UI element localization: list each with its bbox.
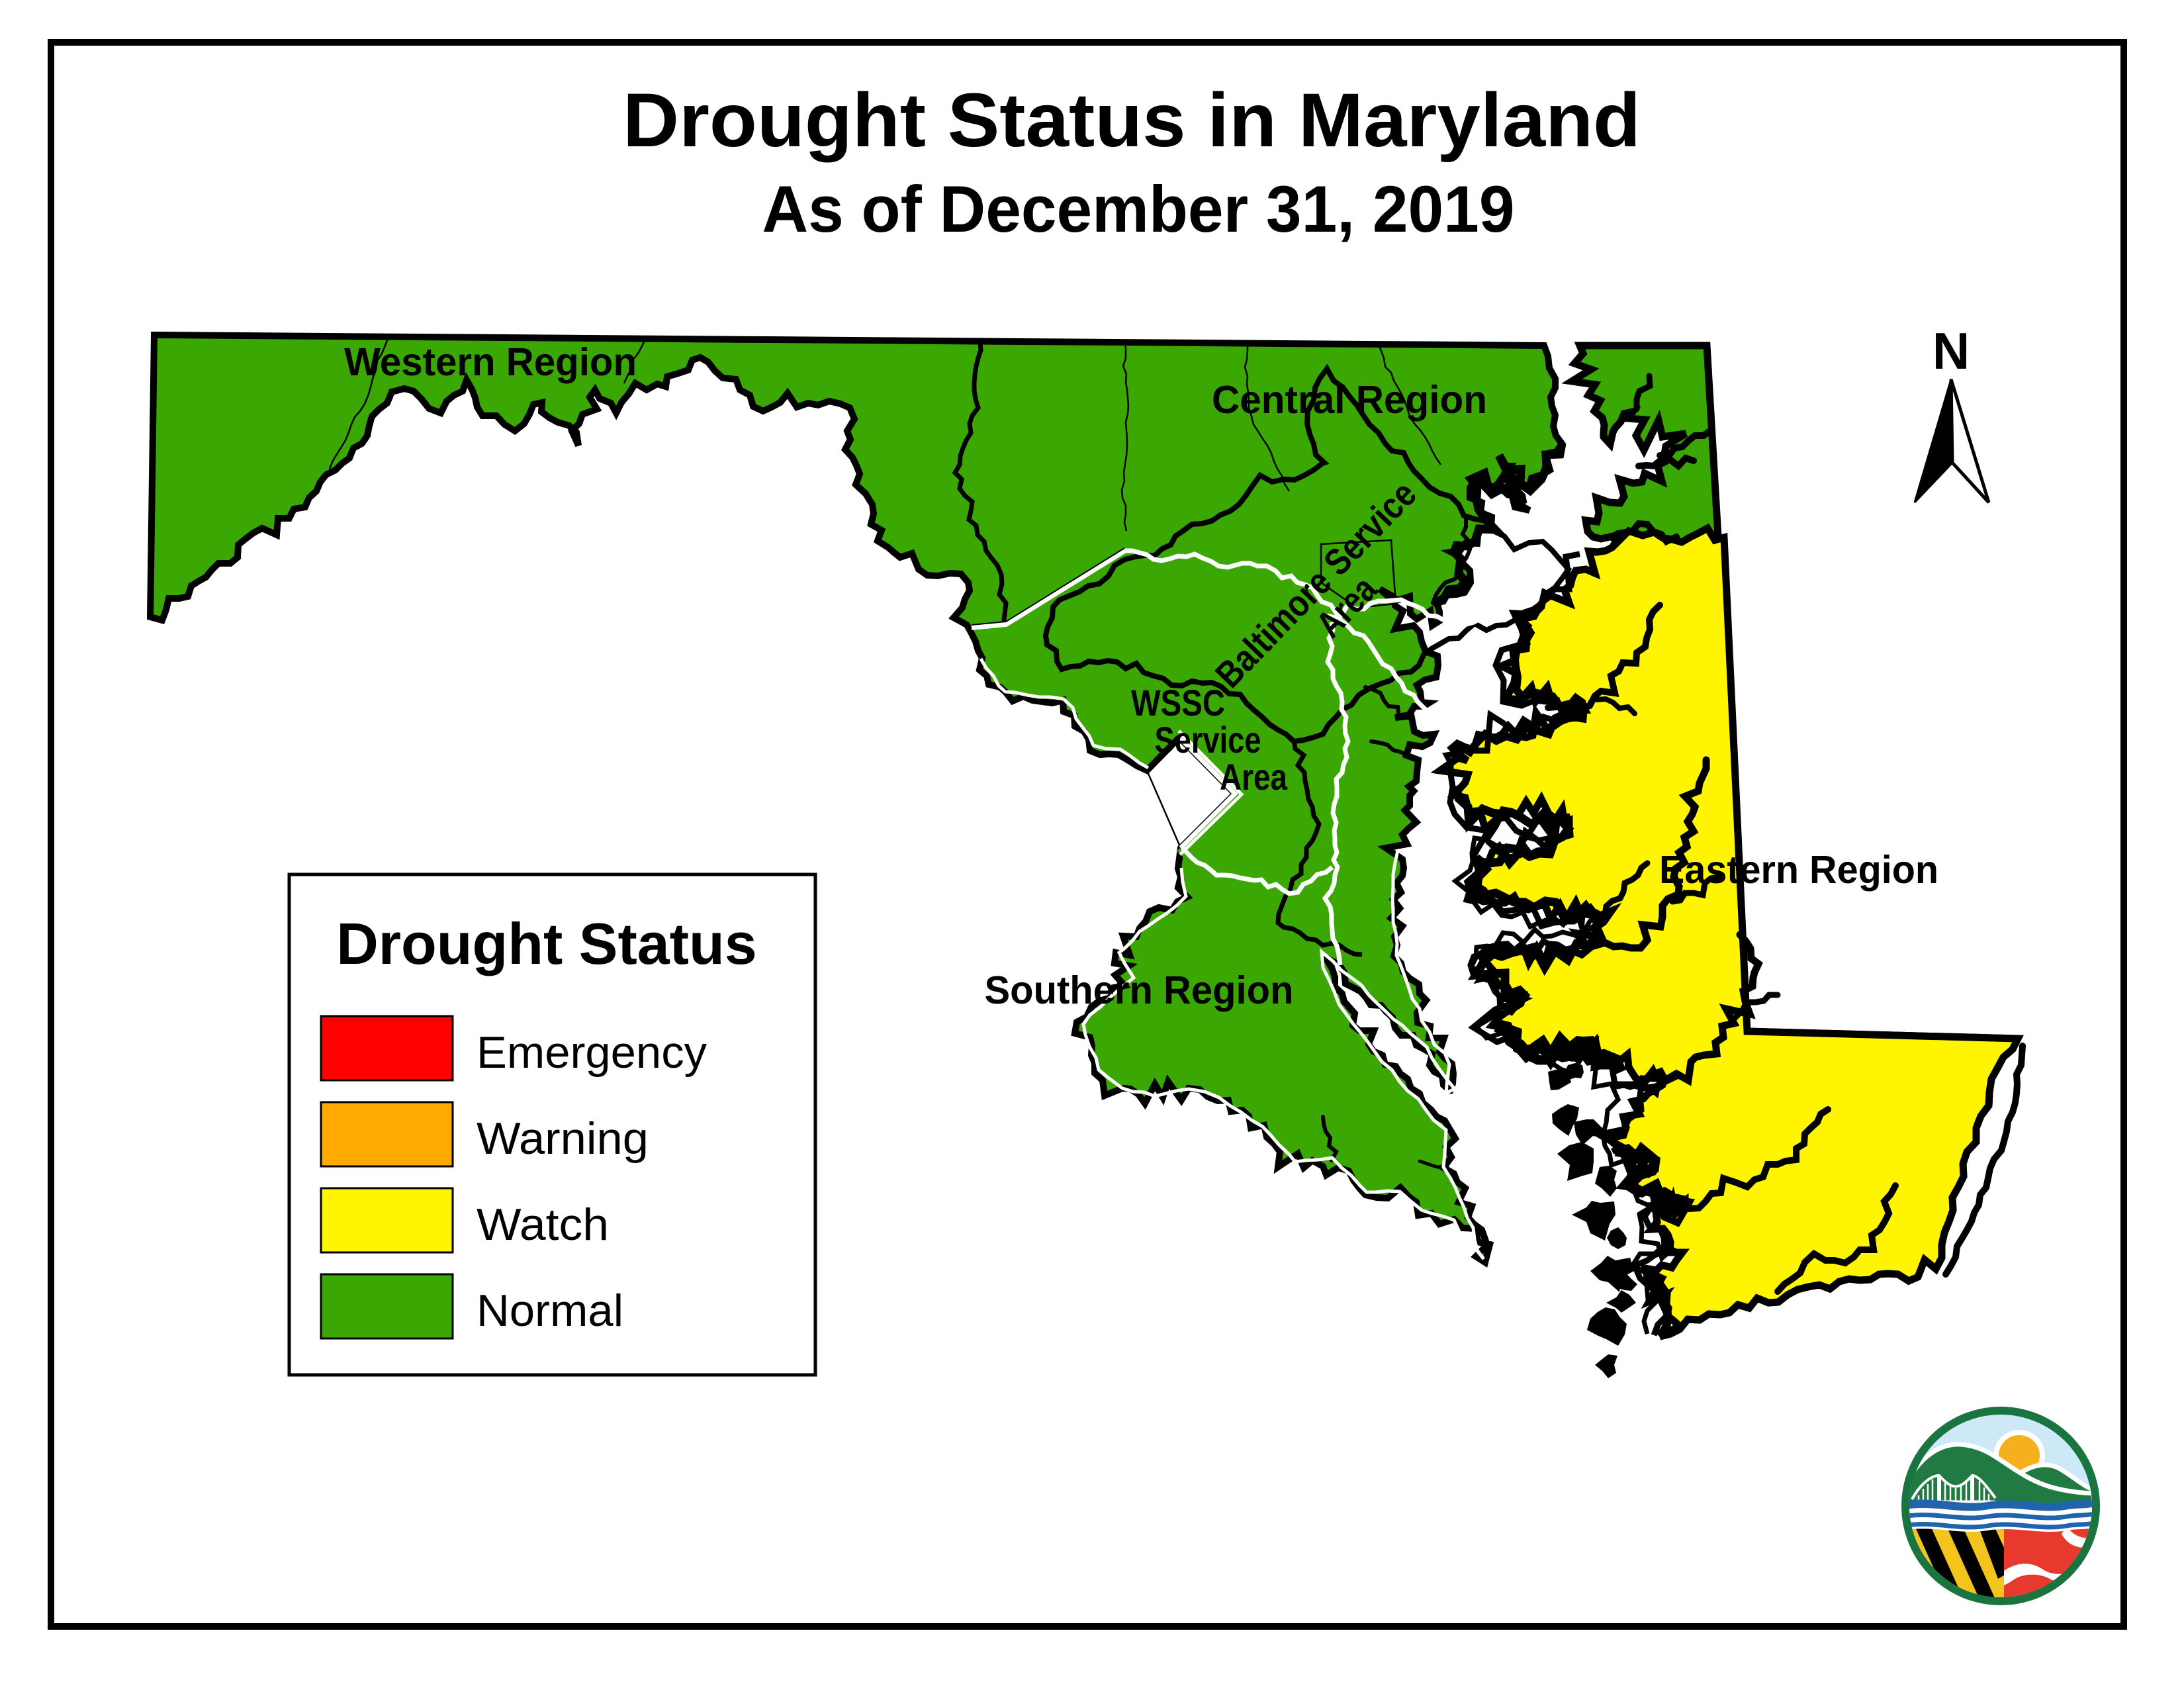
svg-text:Service: Service (1155, 719, 1261, 761)
svg-text:Watch: Watch (477, 1199, 609, 1250)
svg-text:Eastern Region: Eastern Region (1659, 848, 1938, 892)
svg-text:As of December 31, 2019: As of December 31, 2019 (762, 172, 1515, 246)
svg-text:Western Region: Western Region (344, 340, 637, 384)
svg-text:N: N (1933, 322, 1970, 380)
svg-text:Drought Status: Drought Status (336, 911, 757, 976)
svg-text:Warning: Warning (477, 1113, 649, 1164)
svg-text:WSSC: WSSC (1131, 682, 1225, 724)
svg-text:Central Region: Central Region (1212, 378, 1487, 422)
svg-text:Drought Status in Maryland: Drought Status in Maryland (623, 78, 1641, 163)
svg-text:Area: Area (1220, 756, 1288, 798)
svg-text:Southern Region: Southern Region (985, 968, 1294, 1012)
svg-text:Emergency: Emergency (477, 1027, 707, 1078)
svg-text:Normal: Normal (477, 1286, 623, 1336)
